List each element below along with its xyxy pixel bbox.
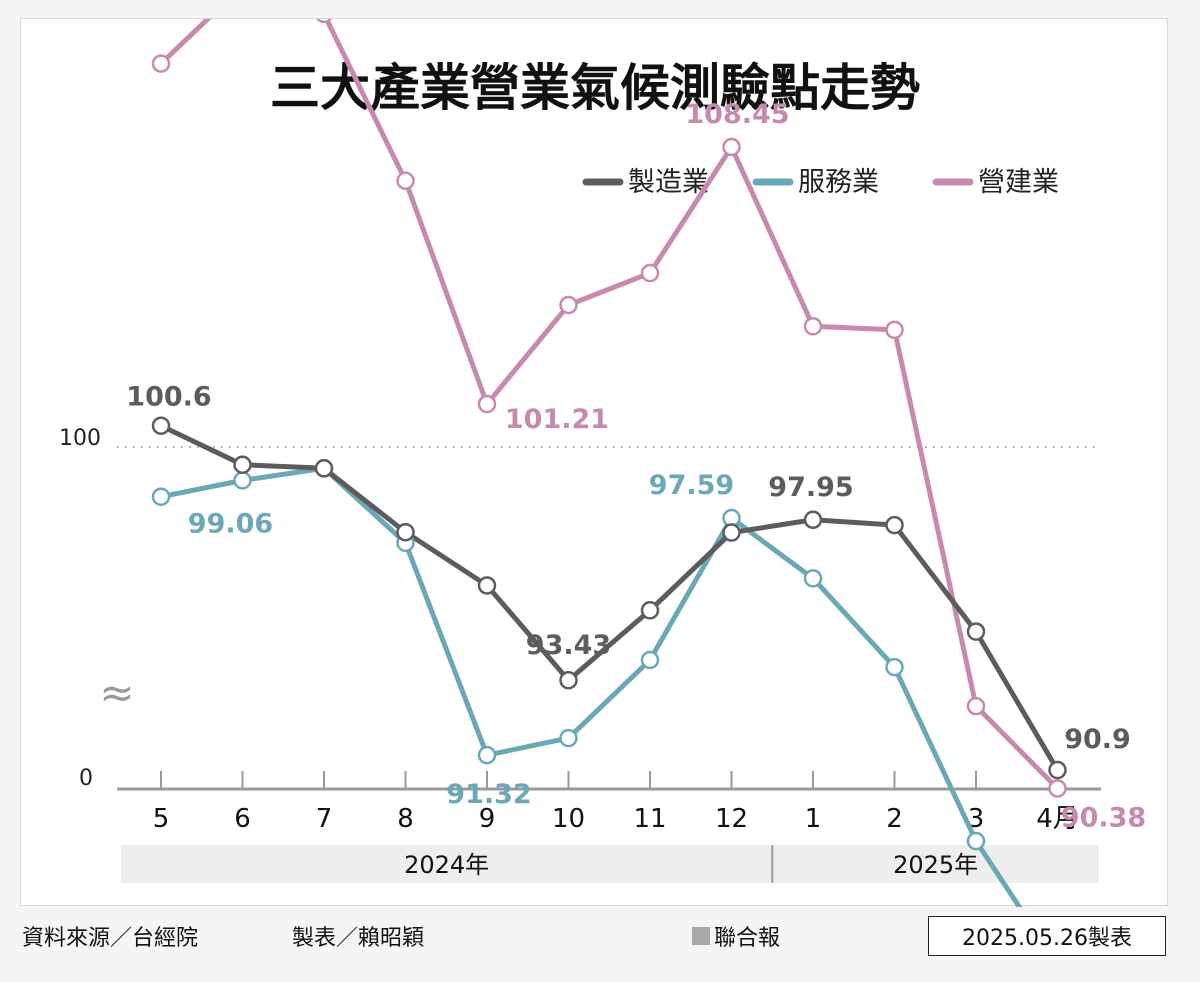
x-tick-label-7: 12 (715, 804, 748, 834)
data-point-0-6 (640, 601, 660, 620)
x-tick-label-3: 8 (397, 804, 414, 834)
data-point-1-8 (803, 569, 823, 588)
data-label-0: 100.6 (126, 382, 211, 413)
chart-title: 三大產業營業氣候測驗點走勢 (270, 59, 920, 117)
data-point-0-5 (559, 670, 578, 690)
legend-label-1: 服務業 (798, 167, 879, 198)
data-point-0-7 (722, 523, 741, 542)
y-tick-label-0: 0 (79, 766, 93, 791)
legend-label-2: 營建業 (978, 167, 1059, 198)
publisher-square-icon (692, 927, 710, 945)
data-point-0-0 (151, 416, 171, 435)
data-point-2-9 (885, 320, 904, 340)
data-point-2-5 (559, 295, 578, 315)
data-point-2-2 (316, 19, 332, 24)
data-point-1-4 (477, 745, 497, 765)
year-label-0: 2024年 (404, 851, 489, 879)
data-label-10: 108.45 (685, 99, 789, 130)
data-point-0-3 (396, 522, 415, 542)
data-point-0-1 (233, 455, 252, 474)
x-tick-label-8: 1 (805, 804, 822, 834)
legend-label-0: 製造業 (628, 167, 709, 198)
data-point-1-0 (151, 487, 171, 506)
data-label-3: 97.95 (768, 472, 853, 503)
maker-credit: 製表／賴昭穎 (292, 926, 425, 951)
series-line-1 (158, 465, 1023, 907)
x-tick-label-1: 6 (234, 804, 251, 834)
data-point-2-0 (151, 54, 171, 73)
data-label-6: 97.59 (649, 470, 734, 501)
data-point-2-7 (722, 137, 741, 157)
date-stamp: 2025.05.26製表 (928, 916, 1166, 956)
data-point-0-8 (803, 510, 823, 530)
x-tick-label-9: 2 (886, 804, 903, 834)
data-point-2-8 (803, 317, 823, 336)
publisher-credit: 聯合報 (692, 920, 780, 952)
data-label-9: 101.21 (505, 404, 609, 435)
data-label-2: 93.43 (526, 630, 611, 661)
y-tick-label-100: 100 (59, 426, 101, 451)
data-label-5: 91.32 (446, 779, 531, 810)
data-point-2-4 (477, 394, 497, 414)
x-tick-label-5: 10 (552, 804, 585, 834)
data-label-11: 90.38 (1061, 803, 1146, 834)
year-band (121, 845, 1099, 883)
data-point-0-2 (314, 459, 334, 478)
data-point-2-3 (396, 171, 415, 190)
x-tick-label-11: 4月 (1036, 804, 1079, 834)
axis-break-icon: ≈ (99, 668, 134, 717)
data-point-1-9 (885, 657, 904, 677)
chart-card: 三大產業營業氣候測驗點走勢 製造業 服務業 營建業 100 0 ≈5 6 7 8 9 10 11 12 1 2… (20, 18, 1168, 907)
data-point-2-10 (966, 696, 986, 716)
x-tick-label-4: 9 (479, 804, 496, 834)
data-point-1-10 (966, 831, 986, 851)
data-point-2-11 (1048, 779, 1067, 798)
data-label-1: 99.06 (188, 508, 273, 539)
data-point-1-5 (559, 728, 578, 748)
year-label-1: 2025年 (893, 851, 978, 879)
data-point-1-1 (233, 471, 252, 490)
source-credit: 資料來源／台經院 (22, 926, 199, 951)
x-tick-label-2: 7 (316, 804, 333, 834)
publisher-name: 聯合報 (714, 926, 781, 951)
data-label-4: 90.9 (1064, 724, 1131, 755)
data-point-0-11 (1048, 760, 1067, 780)
series-line-0 (158, 423, 1060, 773)
data-point-0-9 (885, 515, 904, 535)
data-point-1-6 (640, 650, 660, 670)
x-tick-label-0: 5 (153, 804, 170, 834)
data-point-2-6 (640, 263, 660, 283)
data-point-0-4 (477, 576, 497, 595)
x-tick-label-6: 11 (633, 804, 666, 834)
data-point-0-10 (966, 622, 986, 641)
series-line-2 (158, 19, 1060, 792)
